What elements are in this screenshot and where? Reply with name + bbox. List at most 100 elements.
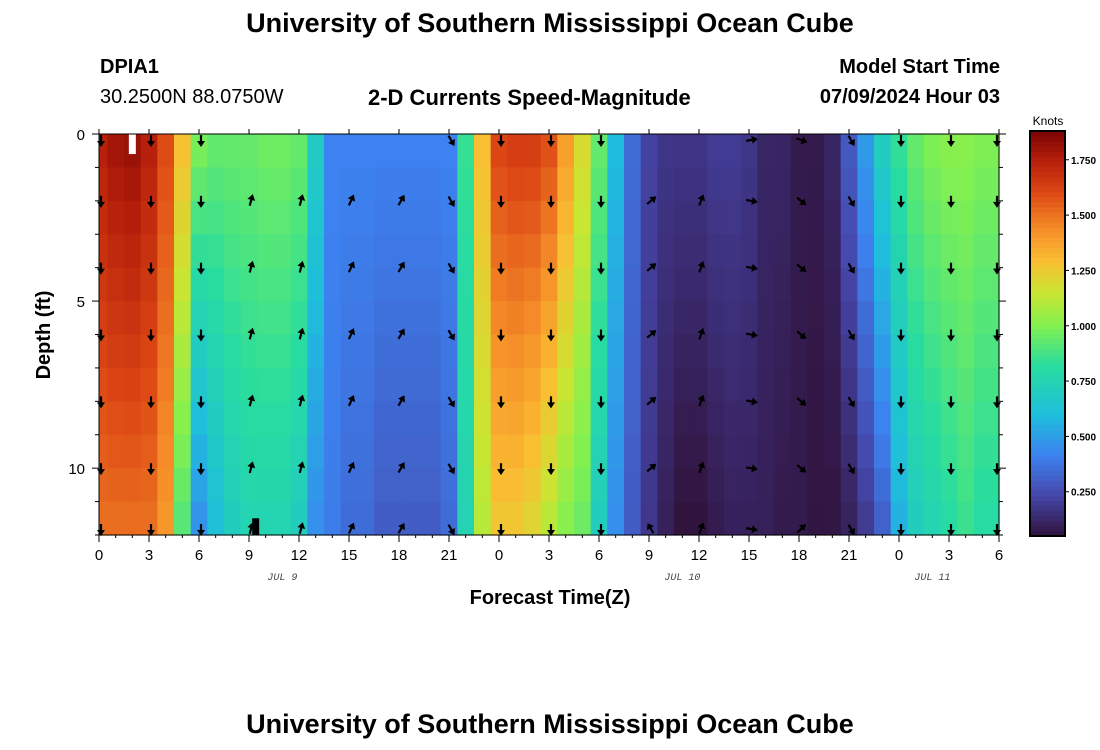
heat-cell bbox=[774, 334, 792, 369]
heat-cell bbox=[790, 367, 808, 402]
heatmap-cells bbox=[99, 134, 1000, 536]
heat-cell bbox=[490, 367, 508, 402]
heat-cell bbox=[590, 468, 608, 503]
heat-cell bbox=[357, 301, 375, 336]
heat-cell bbox=[674, 501, 692, 536]
x-tick-label: 3 bbox=[545, 547, 553, 564]
heat-cell bbox=[157, 200, 175, 235]
heat-cell bbox=[207, 134, 225, 169]
heat-cell bbox=[507, 234, 525, 269]
colorbar-segment bbox=[1030, 191, 1065, 198]
heat-cell bbox=[807, 200, 825, 235]
heat-cell bbox=[974, 367, 992, 402]
heat-cell bbox=[957, 234, 975, 269]
colorbar-segment bbox=[1030, 227, 1065, 233]
heat-cell bbox=[390, 167, 408, 202]
heat-cell bbox=[140, 468, 158, 503]
current-arrow bbox=[547, 262, 555, 275]
current-arrow bbox=[897, 463, 905, 476]
x-tick-label: 6 bbox=[595, 547, 603, 564]
heat-cell bbox=[757, 267, 775, 302]
heat-cell bbox=[99, 234, 108, 269]
current-arrow bbox=[447, 524, 455, 536]
heat-cell bbox=[307, 134, 325, 169]
heat-cell bbox=[207, 401, 225, 436]
heat-cell bbox=[224, 434, 242, 469]
heat-cell bbox=[640, 267, 658, 302]
heat-cell bbox=[757, 134, 775, 169]
heat-cell bbox=[507, 468, 525, 503]
heat-cell bbox=[140, 334, 158, 369]
heat-cell bbox=[457, 167, 475, 202]
heat-cell bbox=[874, 134, 892, 169]
heat-cell bbox=[590, 134, 608, 169]
current-arrow bbox=[197, 524, 205, 536]
heat-cell bbox=[707, 367, 725, 402]
colorbar-segment bbox=[1030, 485, 1065, 491]
colorbar-segment bbox=[1030, 318, 1065, 324]
current-arrow bbox=[547, 396, 555, 409]
colorbar-segment bbox=[1030, 389, 1065, 395]
heat-cell bbox=[474, 167, 492, 202]
heat-cell bbox=[740, 401, 758, 436]
heat-cell bbox=[990, 134, 1000, 169]
heat-cell bbox=[240, 401, 258, 436]
heat-cell bbox=[274, 367, 292, 402]
heat-cell bbox=[440, 334, 458, 369]
heat-cell bbox=[574, 134, 592, 169]
heat-cell bbox=[157, 234, 175, 269]
heat-cell bbox=[957, 134, 975, 169]
heat-cell bbox=[257, 401, 275, 436]
heat-cell bbox=[190, 434, 208, 469]
heat-cell bbox=[190, 301, 208, 336]
heat-cell bbox=[124, 501, 142, 536]
heat-cell bbox=[424, 501, 442, 536]
heat-cell bbox=[99, 301, 108, 336]
heat-cell bbox=[374, 367, 392, 402]
heat-cell bbox=[590, 434, 608, 469]
current-arrow bbox=[297, 327, 306, 340]
current-arrow bbox=[745, 197, 758, 205]
heat-cell bbox=[757, 501, 775, 536]
colorbar-segment bbox=[1030, 409, 1065, 415]
heat-cell bbox=[990, 501, 1000, 536]
heat-cell bbox=[940, 501, 958, 536]
heat-cell bbox=[657, 267, 675, 302]
heat-cell bbox=[290, 434, 308, 469]
heat-cell bbox=[440, 200, 458, 235]
heat-cell bbox=[207, 334, 225, 369]
heat-cell bbox=[99, 367, 108, 402]
heat-cell bbox=[974, 401, 992, 436]
heat-cell bbox=[674, 334, 692, 369]
current-arrow bbox=[796, 263, 807, 273]
current-arrow bbox=[745, 330, 758, 339]
heat-cell bbox=[490, 167, 508, 202]
heat-cell bbox=[224, 301, 242, 336]
heat-cell bbox=[224, 367, 242, 402]
heat-cell bbox=[224, 167, 242, 202]
heat-cell bbox=[774, 501, 792, 536]
heat-cell bbox=[257, 367, 275, 402]
heat-cell bbox=[690, 434, 708, 469]
heat-cell bbox=[557, 134, 575, 169]
heat-cell bbox=[757, 434, 775, 469]
heat-cell bbox=[290, 367, 308, 402]
current-arrow bbox=[497, 524, 505, 536]
heat-cell bbox=[607, 468, 625, 503]
model-start-label: Model Start Time bbox=[839, 56, 1000, 78]
heat-cell bbox=[140, 267, 158, 302]
colorbar-segment bbox=[1030, 166, 1065, 172]
heat-cell bbox=[240, 301, 258, 336]
heat-cell bbox=[557, 501, 575, 536]
heat-cell bbox=[774, 468, 792, 503]
heat-cell bbox=[307, 301, 325, 336]
heat-cell bbox=[140, 401, 158, 436]
current-arrow bbox=[147, 524, 155, 536]
current-arrow bbox=[197, 135, 205, 147]
colorbar-segment bbox=[1030, 480, 1065, 486]
heat-cell bbox=[874, 267, 892, 302]
heat-cell bbox=[840, 367, 858, 402]
heat-cell bbox=[274, 334, 292, 369]
heat-cell bbox=[724, 234, 742, 269]
heat-cell bbox=[824, 434, 842, 469]
